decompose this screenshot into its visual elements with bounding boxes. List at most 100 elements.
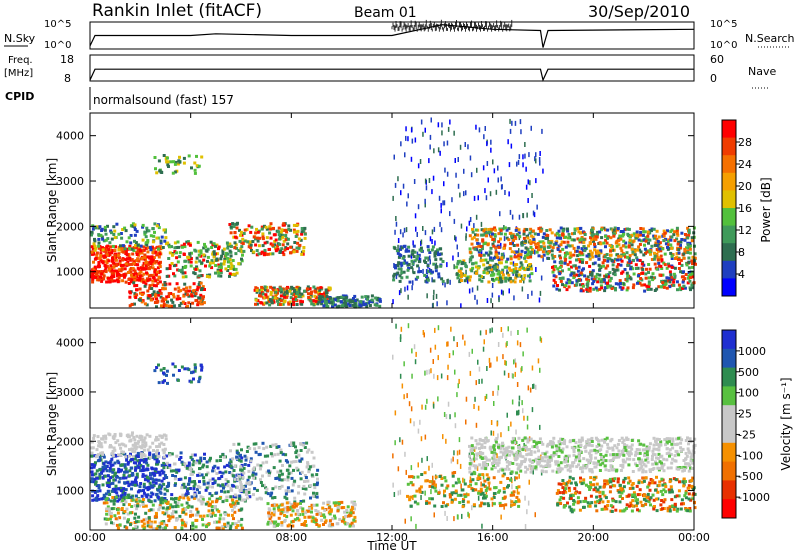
- range-cell: [557, 233, 561, 237]
- range-cell: [155, 445, 159, 449]
- range-cell: [262, 253, 266, 257]
- range-cell: [594, 235, 598, 239]
- range-cell: [657, 245, 661, 249]
- range-cell: [632, 283, 636, 287]
- range-cell: [468, 250, 472, 254]
- range-cell: [314, 290, 318, 294]
- range-cell: [130, 487, 133, 491]
- range-cell: [265, 285, 269, 289]
- range-cell: [296, 468, 300, 472]
- range-cell: [464, 340, 466, 346]
- range-cell: [135, 507, 139, 511]
- range-cell: [670, 265, 674, 269]
- range-cell: [416, 264, 420, 268]
- range-cell: [197, 283, 201, 286]
- range-cell: [658, 241, 662, 245]
- range-cell: [621, 282, 625, 286]
- range-cell: [632, 232, 636, 236]
- range-cell: [290, 292, 294, 296]
- range-cell: [235, 226, 239, 230]
- range-cell: [229, 245, 233, 248]
- range-cell: [199, 254, 203, 258]
- range-cell: [160, 235, 164, 239]
- range-cell: [216, 268, 220, 272]
- range-cell: [310, 290, 313, 294]
- range-cell: [183, 245, 187, 249]
- range-cell: [655, 229, 659, 233]
- range-cell: [554, 281, 557, 285]
- range-cell: [129, 224, 133, 228]
- range-cell: [232, 272, 236, 276]
- range-cell: [566, 252, 570, 256]
- range-cell: [638, 281, 642, 285]
- range-cell: [674, 257, 677, 260]
- range-cell: [528, 279, 532, 283]
- range-cell: [279, 512, 283, 516]
- range-cell: [641, 271, 645, 275]
- range-cell: [596, 288, 599, 292]
- range-cell: [631, 250, 635, 254]
- range-cell: [342, 302, 346, 306]
- colorbar-tick-label: 8: [738, 246, 745, 259]
- range-cell: [534, 249, 536, 255]
- range-cell: [342, 297, 346, 301]
- range-cell: [427, 248, 431, 252]
- range-cell: [429, 259, 431, 265]
- range-cell: [273, 296, 277, 300]
- range-cell: [555, 240, 559, 244]
- range-cell: [129, 458, 133, 462]
- range-cell: [201, 523, 205, 527]
- range-cell: [590, 230, 594, 234]
- range-cell: [567, 285, 571, 289]
- range-cell: [325, 305, 329, 309]
- range-cell: [519, 342, 522, 348]
- range-cell: [497, 177, 499, 183]
- range-cell: [177, 289, 181, 293]
- range-cell: [232, 267, 236, 271]
- range-cell: [650, 275, 654, 279]
- range-cell: [280, 478, 284, 482]
- range-cell: [644, 272, 648, 276]
- range-cell: [123, 463, 127, 467]
- range-cell: [458, 437, 461, 443]
- range-cell: [136, 257, 140, 261]
- range-cell: [297, 491, 300, 495]
- range-cell: [234, 235, 237, 239]
- beam-label: Beam 01: [354, 5, 417, 21]
- range-cell: [263, 454, 267, 458]
- range-cell: [140, 435, 144, 439]
- range-cell: [399, 261, 403, 265]
- range-cell: [247, 490, 251, 494]
- range-cell: [540, 275, 543, 281]
- range-cell: [490, 420, 493, 425]
- range-cell: [658, 257, 662, 261]
- range-cell: [131, 473, 135, 477]
- range-cell: [278, 459, 282, 463]
- range-cell: [103, 464, 107, 468]
- range-cell: [505, 236, 509, 240]
- range-cell: [306, 509, 310, 513]
- range-cell: [266, 289, 270, 293]
- range-cell: [238, 239, 242, 243]
- range-cell: [248, 447, 252, 450]
- range-cell: [587, 244, 591, 248]
- range-cell: [261, 237, 265, 241]
- range-cell: [473, 195, 476, 201]
- range-cell: [535, 267, 537, 272]
- range-cell: [315, 495, 319, 499]
- range-cell: [679, 243, 682, 247]
- range-cell: [204, 488, 208, 492]
- range-cell: [303, 446, 307, 449]
- range-cell: [672, 233, 676, 237]
- range-cell: [187, 154, 191, 158]
- range-cell: [316, 302, 320, 306]
- range-cell: [285, 497, 289, 501]
- range-cell: [566, 244, 570, 248]
- range-cell: [376, 296, 380, 300]
- range-cell: [489, 251, 493, 255]
- range-cell: [226, 490, 230, 494]
- range-cell: [138, 436, 142, 440]
- range-cell: [397, 490, 400, 496]
- range-cell: [292, 468, 295, 472]
- range-cell: [503, 504, 505, 510]
